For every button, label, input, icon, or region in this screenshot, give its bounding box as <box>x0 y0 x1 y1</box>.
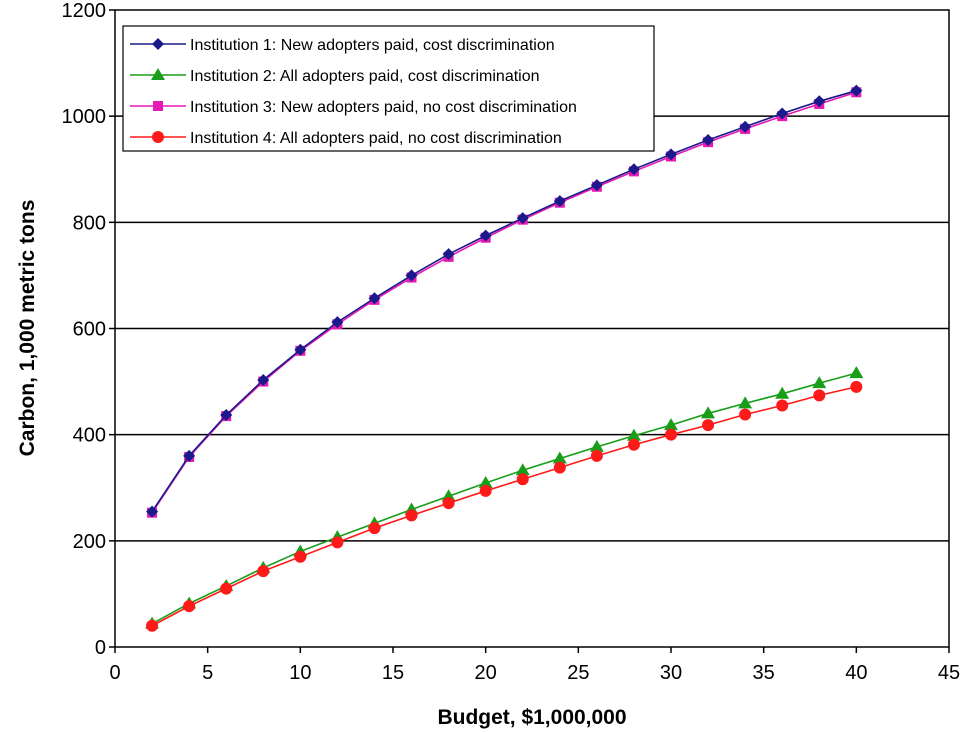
legend-item-3: Institution 3: New adopters paid, no cos… <box>130 99 577 116</box>
legend-label: Institution 3: New adopters paid, no cos… <box>190 99 577 116</box>
legend-item-2: Institution 2: All adopters paid, cost d… <box>130 68 540 85</box>
data-point <box>702 134 715 147</box>
data-point <box>479 229 492 242</box>
data-point <box>479 484 492 497</box>
y-tick-label: 0 <box>95 637 106 659</box>
data-point <box>552 451 567 464</box>
data-point <box>850 84 863 97</box>
x-tick-label: 0 <box>109 662 120 684</box>
data-point <box>146 619 159 632</box>
data-point <box>627 163 640 176</box>
data-point <box>664 418 678 431</box>
data-point <box>441 489 456 502</box>
x-tick-label: 25 <box>567 662 589 684</box>
x-tick-label: 5 <box>202 662 213 684</box>
y-tick-label: 1200 <box>62 0 107 22</box>
x-tick-label: 30 <box>660 662 682 684</box>
data-point <box>812 376 827 389</box>
data-point <box>146 505 159 518</box>
series-line <box>151 372 857 625</box>
data-point <box>665 148 677 161</box>
y-tick-label: 400 <box>73 425 106 447</box>
data-point <box>850 380 863 393</box>
y-tick-label: 600 <box>73 319 106 341</box>
gridlines <box>115 115 949 542</box>
data-point <box>739 408 752 421</box>
data-point <box>553 461 566 474</box>
data-point <box>183 600 196 613</box>
data-point <box>589 439 604 452</box>
legend-label: Institution 1: New adopters paid, cost d… <box>190 37 555 54</box>
legend-label: Institution 4: All adopters paid, no cos… <box>190 130 562 147</box>
x-tick-label: 35 <box>753 662 775 684</box>
data-point <box>776 107 789 120</box>
legend-marker <box>151 68 165 80</box>
legend-marker <box>152 38 164 50</box>
series-line <box>151 386 857 627</box>
series-group <box>145 84 864 632</box>
series-4 <box>146 380 863 632</box>
data-point <box>368 522 381 535</box>
x-axis-title: Budget, $1,000,000 <box>437 706 626 729</box>
data-point <box>665 428 677 441</box>
data-point <box>626 428 641 441</box>
data-point <box>478 475 493 488</box>
legend-item-4: Institution 4: All adopters paid, no cos… <box>130 130 562 147</box>
data-point <box>220 409 233 422</box>
data-point <box>590 449 603 462</box>
legend-box <box>122 25 655 152</box>
data-point <box>775 386 790 399</box>
x-tick-label: 15 <box>382 662 404 684</box>
x-tick-label: 10 <box>289 662 311 684</box>
data-point <box>368 292 381 305</box>
data-point <box>220 582 233 595</box>
data-point <box>627 438 640 451</box>
data-point <box>257 373 270 386</box>
y-tick-label: 800 <box>73 212 106 234</box>
data-point <box>516 473 529 486</box>
data-point <box>294 550 307 563</box>
data-point <box>776 399 789 412</box>
data-point <box>516 212 529 225</box>
data-point <box>813 95 826 108</box>
data-point <box>590 179 603 192</box>
data-point <box>331 536 344 549</box>
data-point <box>257 565 270 578</box>
series-line <box>151 91 857 514</box>
x-axis: 0 5 10 15 20 25 30 35 40 45 <box>109 647 960 684</box>
data-point <box>739 120 752 133</box>
legend: Institution 1: New adopters paid, cost d… <box>122 25 655 152</box>
data-point <box>702 419 715 432</box>
y-tick-label: 1000 <box>62 106 107 128</box>
data-point <box>183 449 196 462</box>
data-point <box>701 406 716 419</box>
x-tick-label: 40 <box>845 662 867 684</box>
data-point <box>738 396 753 409</box>
series-line <box>151 89 857 513</box>
data-point <box>331 316 344 329</box>
x-tick-label: 20 <box>475 662 497 684</box>
y-tick-label: 200 <box>73 531 106 553</box>
y-axis: 0 200 400 600 800 1000 1200 <box>62 0 115 659</box>
data-point <box>515 463 530 476</box>
legend-marker <box>152 131 164 143</box>
legend-marker <box>153 101 163 111</box>
data-point <box>405 269 418 282</box>
legend-item-1: Institution 1: New adopters paid, cost d… <box>130 37 555 54</box>
data-point <box>405 509 418 522</box>
x-tick-label: 45 <box>938 662 960 684</box>
data-point <box>813 389 826 402</box>
data-point <box>553 195 566 208</box>
series-1 <box>146 84 863 518</box>
data-point <box>442 248 455 261</box>
data-point <box>849 366 864 379</box>
data-point <box>294 343 307 356</box>
y-axis-title: Carbon, 1,000 metric tons <box>16 200 39 457</box>
legend-label: Institution 2: All adopters paid, cost d… <box>190 68 540 85</box>
data-point <box>442 497 455 510</box>
